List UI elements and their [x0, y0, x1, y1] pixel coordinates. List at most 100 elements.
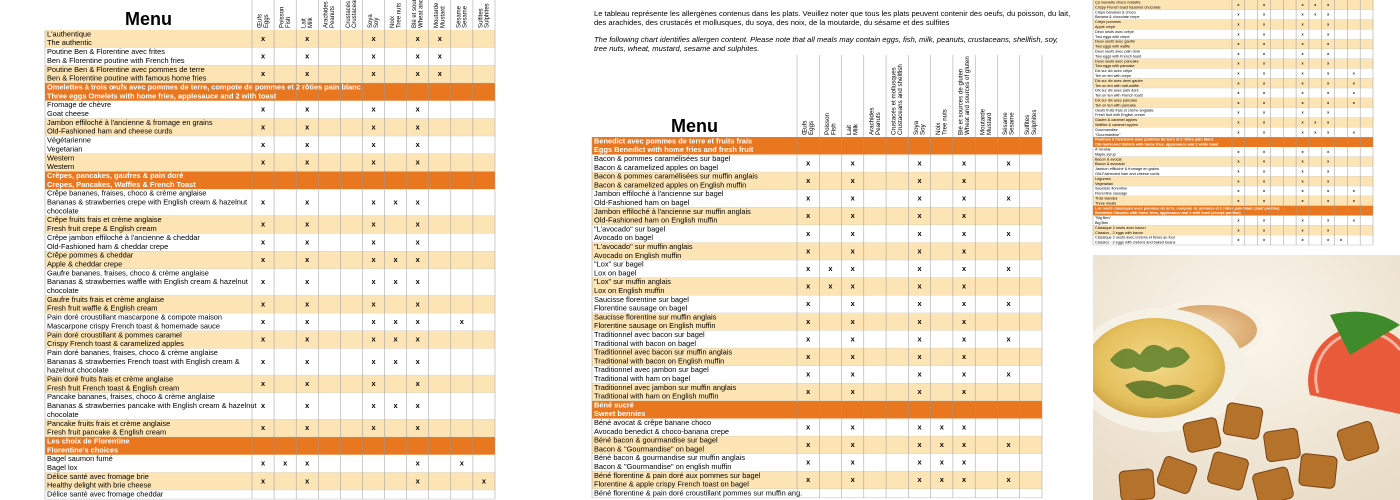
menu-row	[1093, 98, 1373, 108]
allergen-mark: x	[1301, 42, 1304, 46]
allergen-mark: x	[1237, 219, 1240, 223]
item-label: Two eggs with waffle	[1095, 45, 1130, 49]
allergen-mark: x	[305, 105, 310, 114]
item-label: L'authentique	[47, 29, 91, 38]
menu-row	[1093, 235, 1373, 245]
allergen-mark: x	[371, 122, 376, 131]
allergen-mark: x	[371, 220, 376, 229]
allergen-mark: x	[962, 158, 967, 167]
allergen-mark: x	[1263, 81, 1266, 85]
allergen-mark: x	[416, 140, 421, 149]
allergen-mark: x	[394, 357, 399, 366]
column-header: Lait	[846, 125, 853, 135]
column-header: Eggs	[264, 14, 270, 28]
menu-row	[1093, 49, 1373, 59]
allergen-mark: x	[1327, 199, 1330, 203]
allergen-mark: x	[940, 422, 945, 431]
allergen-mark: x	[806, 387, 811, 396]
allergen-mark: x	[806, 229, 811, 238]
allergen-mark: x	[1263, 32, 1266, 36]
item-label: Bacon & avocat	[1095, 157, 1123, 161]
allergen-mark: x	[438, 52, 443, 61]
column-header: Milk	[853, 123, 860, 135]
allergen-mark: x	[1327, 42, 1330, 46]
menu-row	[592, 383, 1042, 401]
allergen-mark: x	[261, 34, 266, 43]
menu-row	[592, 189, 1042, 208]
menu-row	[45, 30, 495, 48]
allergen-mark: x	[305, 255, 310, 264]
menu-row	[592, 436, 1042, 454]
allergen-mark: x	[1007, 299, 1012, 308]
menu-row	[45, 490, 495, 500]
section-label: Béné sucré	[594, 400, 634, 409]
item-label: Délice santé avec fromage cheddar	[47, 490, 164, 499]
item-label: Avocado benedict & choco-banana crepe	[594, 427, 729, 436]
allergen-mark: x	[1301, 219, 1304, 223]
allergen-mark: x	[1263, 179, 1266, 183]
allergen-mark: x	[1301, 32, 1304, 36]
allergen-mark: x	[1237, 101, 1240, 105]
column-header: Crustaceans and shellfish	[897, 64, 904, 135]
section-label: Benedict avec pommes de terre et fruits …	[594, 136, 752, 145]
allergen-mark: x	[851, 387, 856, 396]
item-label: Dix sur dix avec crêpe	[1095, 69, 1132, 73]
menu-row	[592, 277, 1042, 296]
item-label: Goat cheese	[47, 109, 89, 118]
allergen-mark: x	[261, 379, 266, 388]
allergen-mark: x	[1263, 199, 1266, 203]
item-label: Two eggs with crepe	[1095, 35, 1130, 39]
item-label: Apple & cheddar crepe	[47, 259, 122, 268]
allergen-mark: x	[416, 459, 421, 468]
item-label: Pain doré croustillant & pommes caramel	[47, 330, 182, 339]
allergen-mark: x	[371, 158, 376, 167]
menu-row	[1093, 186, 1373, 196]
column-header: Eggs	[808, 121, 815, 135]
item-label: Bacon & avocado	[1095, 162, 1125, 166]
allergen-mark: x	[917, 334, 922, 343]
allergen-mark: x	[371, 140, 376, 149]
allergen-mark: x	[261, 158, 266, 167]
allergen-mark: x	[1301, 189, 1304, 193]
allergen-mark: x	[394, 401, 399, 410]
menu-row	[592, 418, 1042, 437]
item-label: Fromage de chèvre	[47, 100, 111, 109]
allergen-mark: x	[806, 475, 811, 484]
menu-row	[45, 233, 495, 252]
allergen-mark: x	[1263, 3, 1266, 7]
item-label: Classics - 2 eggs with bacon	[1095, 231, 1143, 235]
allergen-mark: x	[1301, 13, 1304, 17]
allergen-mark: x	[1237, 62, 1240, 66]
item-label: Ten on ten with French toast	[1095, 94, 1144, 98]
allergen-mark: x	[305, 69, 310, 78]
item-label: Traditionnel avec jambon sur bagel	[594, 365, 709, 374]
allergen-mark: x	[1263, 238, 1266, 242]
allergen-mark: x	[1263, 23, 1266, 27]
allergen-mark: x	[1301, 23, 1304, 27]
allergen-mark: x	[962, 352, 967, 361]
allergen-mark: x	[1237, 179, 1240, 183]
item-label: The authentic	[47, 38, 92, 47]
allergen-mark: x	[1007, 229, 1012, 238]
allergen-mark: x	[261, 357, 266, 366]
section-label: Crepes, Pancakes, Waffles & French Toast	[47, 180, 196, 189]
item-label: Old-Fashioned ham and cheese curds	[47, 127, 173, 136]
allergen-mark: x	[1237, 121, 1240, 125]
allergen-mark: x	[1263, 111, 1266, 115]
menu-row	[45, 189, 495, 216]
allergen-mark: x	[371, 52, 376, 61]
allergen-mark: x	[851, 158, 856, 167]
allergen-mark: x	[305, 198, 310, 207]
item-label: Gourmandise	[1095, 128, 1118, 132]
item-label: Florentine sausage on bagel	[594, 304, 688, 313]
allergen-mark: x	[261, 69, 266, 78]
menu-row	[45, 268, 495, 296]
allergen-mark: x	[1007, 264, 1012, 273]
allergen-mark: x	[1237, 111, 1240, 115]
section-label: Poutines à l'ancienne avec pommes de ter…	[1095, 138, 1214, 142]
allergen-mark: x	[962, 475, 967, 484]
allergen-mark: x	[1327, 170, 1330, 174]
allergen-mark: x	[305, 140, 310, 149]
menu-row	[592, 295, 1042, 313]
